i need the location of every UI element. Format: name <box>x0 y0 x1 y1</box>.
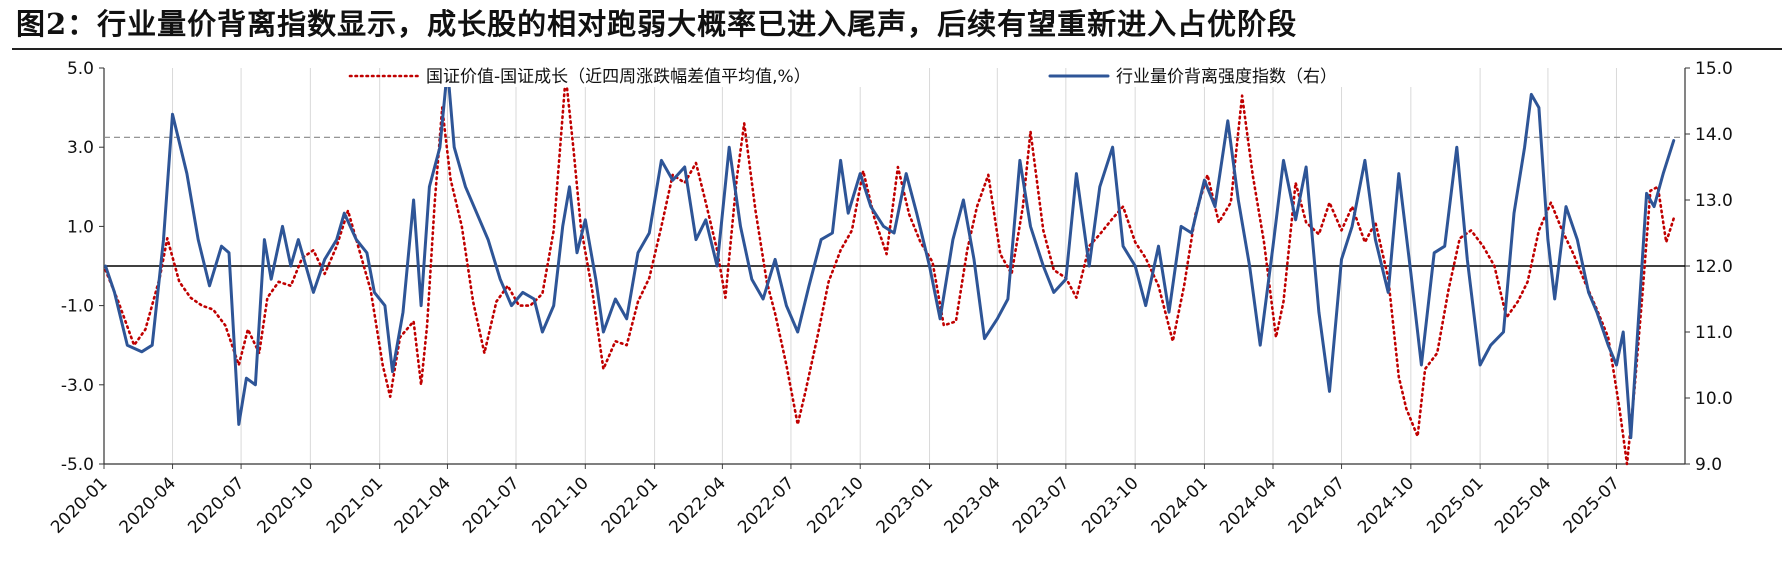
left-tick-label: 1.0 <box>67 217 94 237</box>
left-tick-label: 3.0 <box>67 138 94 158</box>
x-tick-label: 2021-07 <box>459 473 523 537</box>
left-tick-label: -5.0 <box>61 455 94 475</box>
legend-bg <box>424 63 904 87</box>
series-line-divergence-index <box>104 66 1676 440</box>
x-tick-label: 2023-01 <box>873 473 937 537</box>
legend: 国证价值-国证成长（近四周涨跌幅差值平均值,%） 行业量价背离强度指数（右） <box>348 63 1434 87</box>
legend-bg <box>1114 63 1434 87</box>
x-tick-label: 2024-01 <box>1148 473 1212 537</box>
x-tick-label: 2023-04 <box>940 473 1004 537</box>
legend-label: 国证价值-国证成长（近四周涨跌幅差值平均值,%） <box>426 67 811 87</box>
x-tick-label: 2021-10 <box>528 473 592 537</box>
legend-label: 行业量价背离强度指数（右） <box>1116 67 1337 87</box>
x-tick-label: 2021-04 <box>391 473 455 537</box>
left-tick-label: -3.0 <box>61 376 94 396</box>
x-tick-label: 2025-04 <box>1491 473 1555 537</box>
left-tick-label: 5.0 <box>67 59 94 79</box>
right-tick-label: 12.0 <box>1695 257 1733 277</box>
right-tick-label: 11.0 <box>1695 323 1733 343</box>
series-line-value-minus-growth <box>104 74 1675 466</box>
chart-title: 图2：行业量价背离指数显示，成长股的相对跑弱大概率已进入尾声，后续有望重新进入占… <box>16 7 1298 41</box>
x-tick-label: 2022-01 <box>598 473 662 537</box>
x-tick-label: 2022-04 <box>666 473 730 537</box>
x-tick-label: 2022-07 <box>734 473 798 537</box>
x-tick-label: 2023-10 <box>1078 473 1142 537</box>
right-tick-label: 13.0 <box>1695 191 1733 211</box>
x-tick-label: 2020-10 <box>254 473 318 537</box>
x-tick-label: 2025-07 <box>1560 473 1624 537</box>
x-tick-label: 2020-04 <box>116 473 180 537</box>
right-tick-label: 10.0 <box>1695 389 1733 409</box>
x-tick-label: 2022-10 <box>803 473 867 537</box>
x-tick-label: 2024-04 <box>1216 473 1280 537</box>
left-tick-label: -1.0 <box>61 297 94 317</box>
x-tick-label: 2025-01 <box>1423 473 1487 537</box>
x-tick-label: 2024-07 <box>1285 473 1349 537</box>
x-tick-label: 2020-01 <box>47 473 111 537</box>
title-underline <box>12 48 1782 50</box>
right-tick-label: 14.0 <box>1695 125 1733 145</box>
x-tick-label: 2021-01 <box>323 473 387 537</box>
right-tick-label: 9.0 <box>1695 455 1722 475</box>
x-tick-label: 2023-07 <box>1009 473 1073 537</box>
right-tick-label: 15.0 <box>1695 59 1733 79</box>
series-layer <box>104 66 1676 466</box>
x-tick-label: 2024-10 <box>1354 473 1418 537</box>
x-tick-label: 2020-07 <box>184 473 248 537</box>
